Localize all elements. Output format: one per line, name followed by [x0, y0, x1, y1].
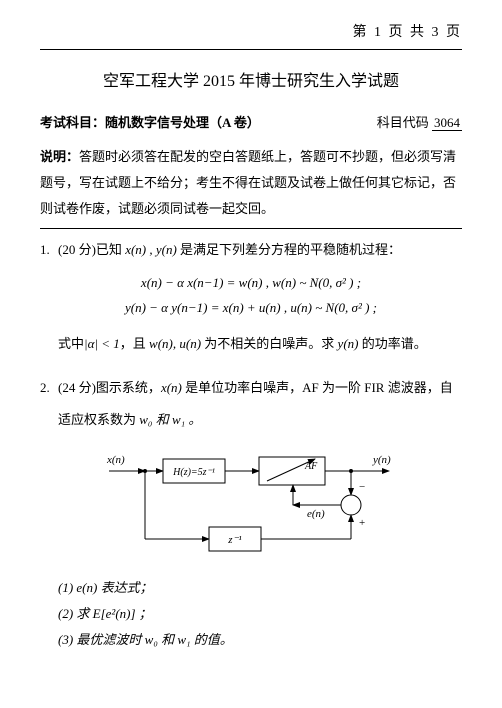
formula-2: y(n) − α y(n−1) = x(n) + u(n) , u(n) ~ N… — [40, 296, 462, 321]
code-label: 科目代码 — [377, 115, 429, 130]
sub2-text: (2) 求 E[e²(n)] ； — [58, 606, 152, 621]
subject-code: 科目代码 3064 — [377, 111, 462, 134]
cond-tail2: 的功率谱。 — [362, 336, 427, 351]
diagram-AF-label: AF — [304, 461, 318, 472]
diagram-wrap: x(n) H(z)=5z⁻¹ AF y(n) − + — [40, 441, 462, 561]
cond-pre: 式中 — [58, 336, 84, 351]
diagram-x-label: x(n) — [106, 454, 125, 466]
problem-2: 2.(24 分)图示系统，x(n) 是单位功率白噪声，AF 为一阶 FIR 滤波… — [40, 375, 462, 653]
problem-2-sub1: (1) e(n) 表达式； — [58, 575, 462, 601]
instructions-body: 答题时必须答在配发的空白答题纸上，答题可不抄题，但必须写清题号，写在试题上不给分… — [40, 149, 456, 216]
diagram-plus: + — [359, 517, 365, 529]
problem-2-xvar: x(n) — [161, 380, 185, 395]
problem-1-formula: x(n) − α x(n−1) = w(n) , w(n) ~ N(0, σ² … — [40, 271, 462, 320]
problem-2-sub2: (2) 求 E[e²(n)] ； — [58, 601, 462, 627]
problem-2-lead: 图示系统， — [96, 380, 161, 395]
problem-1-lead: 已知 — [96, 242, 122, 257]
problem-2-mid2: 适应权系数为 — [58, 412, 136, 427]
problem-2-num: 2. — [40, 375, 58, 401]
problem-2-sub3: (3) 最优滤波时 w₀ 和 w₁ 的值。 — [58, 627, 462, 653]
problem-2-line2: 适应权系数为 w₀ 和 w₁ 。 — [58, 407, 462, 433]
problem-2-wvars: w₀ 和 w₁ 。 — [136, 412, 201, 427]
problem-1-condition: 式中|α| < 1，且 w(n), u(n) 为不相关的白噪声。求 y(n) 的… — [58, 331, 462, 357]
cond-alpha: |α| < 1 — [84, 336, 120, 351]
problem-1-tail: 是满足下列差分方程的平稳随机过程： — [180, 242, 401, 257]
exam-title: 空军工程大学 2015 年博士研究生入学试题 — [40, 68, 462, 97]
diagram-H-label: H(z)=5z⁻¹ — [172, 467, 215, 478]
subject-row: 考试科目：随机数字信号处理（A 卷） 科目代码 3064 — [40, 111, 462, 134]
page-header: 第 1 页 共 3 页 — [40, 20, 462, 45]
subject-label: 考试科目：随机数字信号处理（A 卷） — [40, 111, 260, 134]
problem-2-points: (24 分) — [58, 380, 96, 395]
diagram-y-label: y(n) — [372, 454, 391, 466]
instructions-label: 说明： — [40, 149, 79, 164]
sub1-text: (1) e(n) 表达式； — [58, 580, 153, 595]
code-value: 3064 — [432, 115, 462, 131]
header-rule — [40, 49, 462, 50]
formula-1: x(n) − α x(n−1) = w(n) , w(n) ~ N(0, σ² … — [40, 271, 462, 296]
problem-1-num: 1. — [40, 237, 58, 263]
problem-1: 1.(20 分)已知 x(n) , y(n) 是满足下列差分方程的平稳随机过程：… — [40, 237, 462, 356]
problem-1-vars: x(n) , y(n) — [122, 242, 180, 257]
body-rule — [40, 228, 462, 229]
sub3-text: (3) 最优滤波时 w₀ 和 w₁ 的值。 — [58, 632, 233, 647]
cond-mid2: ，且 — [120, 336, 146, 351]
diagram-e-label: e(n) — [307, 508, 325, 520]
problem-1-points: (20 分) — [58, 242, 96, 257]
block-diagram: x(n) H(z)=5z⁻¹ AF y(n) − + — [101, 441, 401, 561]
problem-2-mid1: 是单位功率白噪声，AF 为一阶 FIR 滤波器，自 — [185, 380, 453, 395]
instructions: 说明：答题时必须答在配发的空白答题纸上，答题可不抄题，但必须写清题号，写在试题上… — [40, 144, 462, 222]
diagram-z-label: z⁻¹ — [227, 534, 241, 546]
cond-yvar: y(n) — [334, 336, 361, 351]
diagram-minus: − — [359, 481, 365, 493]
cond-tail1: 为不相关的白噪声。求 — [204, 336, 334, 351]
cond-wuvars: w(n), u(n) — [146, 336, 205, 351]
